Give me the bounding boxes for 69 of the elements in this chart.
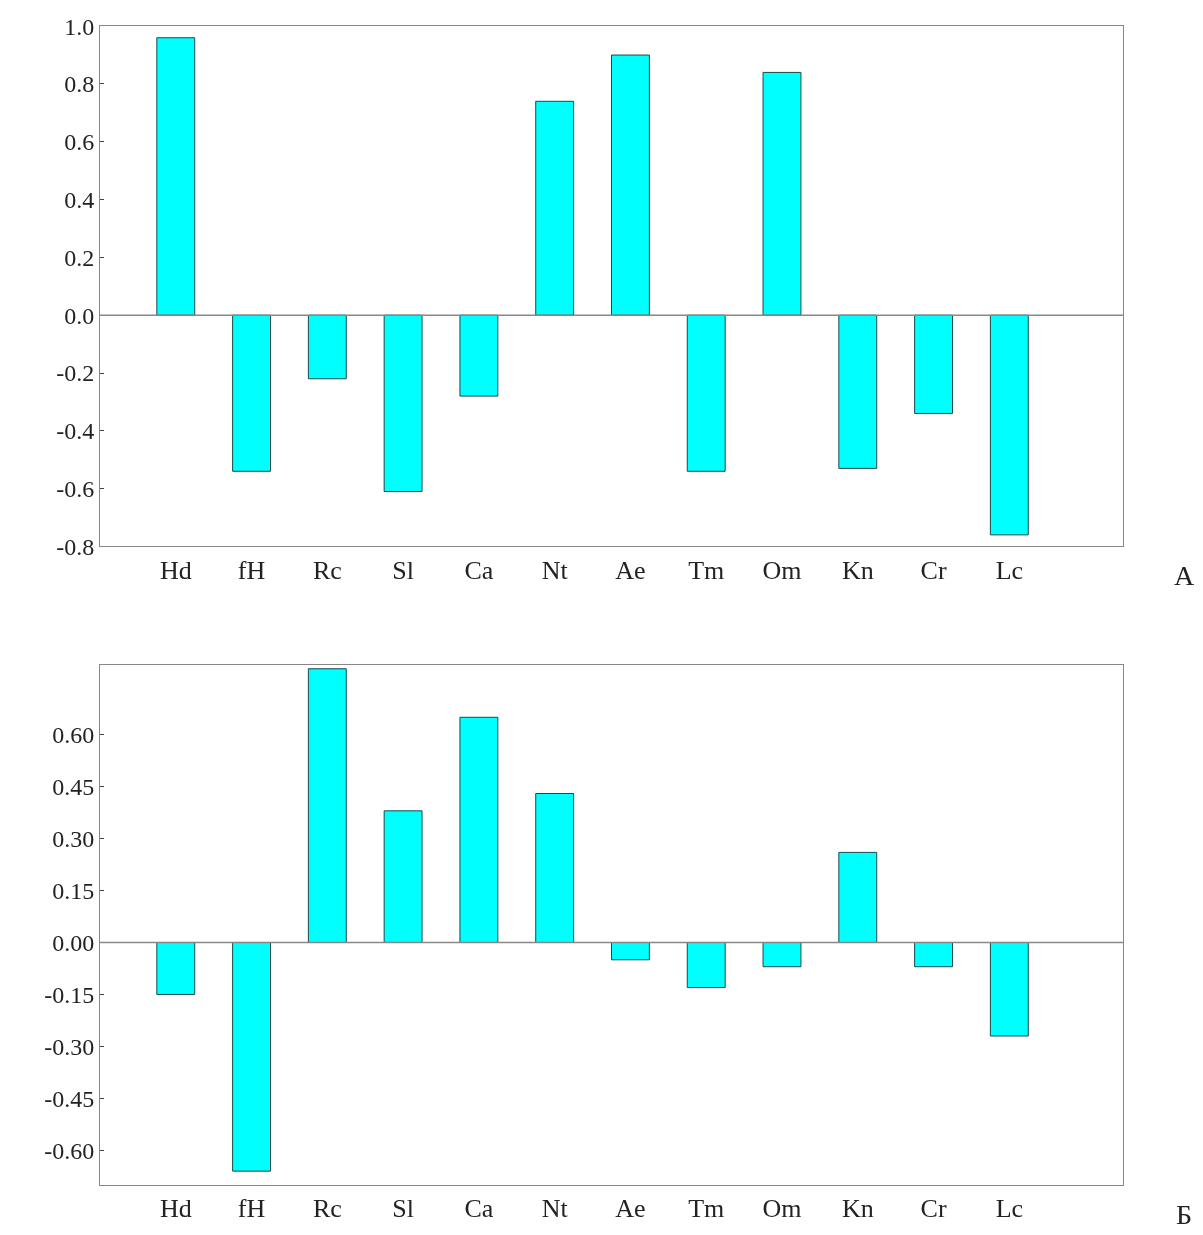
bar [232,314,271,472]
y-tick-label: 0.30 [52,825,95,852]
bar [989,314,1029,536]
x-tick-label: Ca [464,1194,494,1224]
x-tick-label: Om [762,1194,802,1224]
bar [611,54,650,316]
x-tick-label: Kn [841,1194,874,1224]
x-tick-label: Ae [615,555,646,585]
bar [535,793,575,943]
bar [989,941,1029,1037]
bar [459,716,499,943]
x-tick-label: Sl [392,1194,414,1224]
x-tick-label: Lc [995,1194,1024,1224]
y-tick-label: 0.60 [52,722,95,749]
x-tick-label: Ae [615,1194,646,1224]
y-tick-label: -0.15 [44,981,95,1008]
bar [232,941,271,1172]
x-tick-label: Sl [392,555,414,585]
bar [914,314,953,414]
x-tick-label: Kn [841,555,874,585]
bar [383,810,423,943]
bar [686,941,726,989]
x-tick-label: Cr [920,555,947,585]
y-tick-label: -0.6 [56,476,95,503]
bar [383,314,423,492]
bar [762,71,802,316]
bar [762,941,802,968]
y-tick-label: -0.2 [56,360,95,387]
y-tick-label: -0.4 [56,418,95,445]
bar [307,314,347,380]
bar [459,314,499,397]
bar [838,851,878,943]
x-tick-label: fH [237,1194,266,1224]
x-tick-label: Hd [159,1194,192,1224]
y-tick-label: -0.60 [44,1137,95,1164]
bar [838,314,878,469]
x-tick-label: Lc [995,555,1024,585]
bar [156,37,196,316]
y-tick-label: 1.0 [64,13,95,40]
x-tick-label: Nt [541,555,569,585]
bar [914,941,953,968]
x-tick-label: Cr [920,1194,947,1224]
text: А [1174,560,1195,591]
bar [156,941,196,995]
y-tick-label: -0.30 [44,1033,95,1060]
y-tick-label: -0.45 [44,1085,95,1112]
y-tick-label: 0.2 [64,244,95,271]
y-tick-label: 0.15 [52,877,95,904]
y-tick-label: 0.6 [64,129,95,156]
text: Б [1176,1199,1193,1230]
x-tick-label: Rc [312,555,342,585]
bar [307,668,347,943]
y-tick-label: 0.00 [52,929,95,956]
x-tick-label: fH [237,555,266,585]
bar [535,100,575,316]
x-tick-label: Ca [464,555,494,585]
y-tick-label: -0.8 [56,533,95,560]
y-tick-label: 0.8 [64,71,95,98]
y-tick-label: 0.45 [52,773,95,800]
y-tick-label: 0.0 [64,302,95,329]
x-tick-label: Hd [159,555,192,585]
x-tick-label: Nt [541,1194,569,1224]
x-tick-label: Om [762,555,802,585]
y-tick-label: 0.4 [64,186,95,213]
x-tick-label: Rc [312,1194,342,1224]
x-tick-label: Tm [688,555,725,585]
bar [611,941,650,961]
x-tick-label: Tm [688,1194,725,1224]
bar [686,314,726,472]
